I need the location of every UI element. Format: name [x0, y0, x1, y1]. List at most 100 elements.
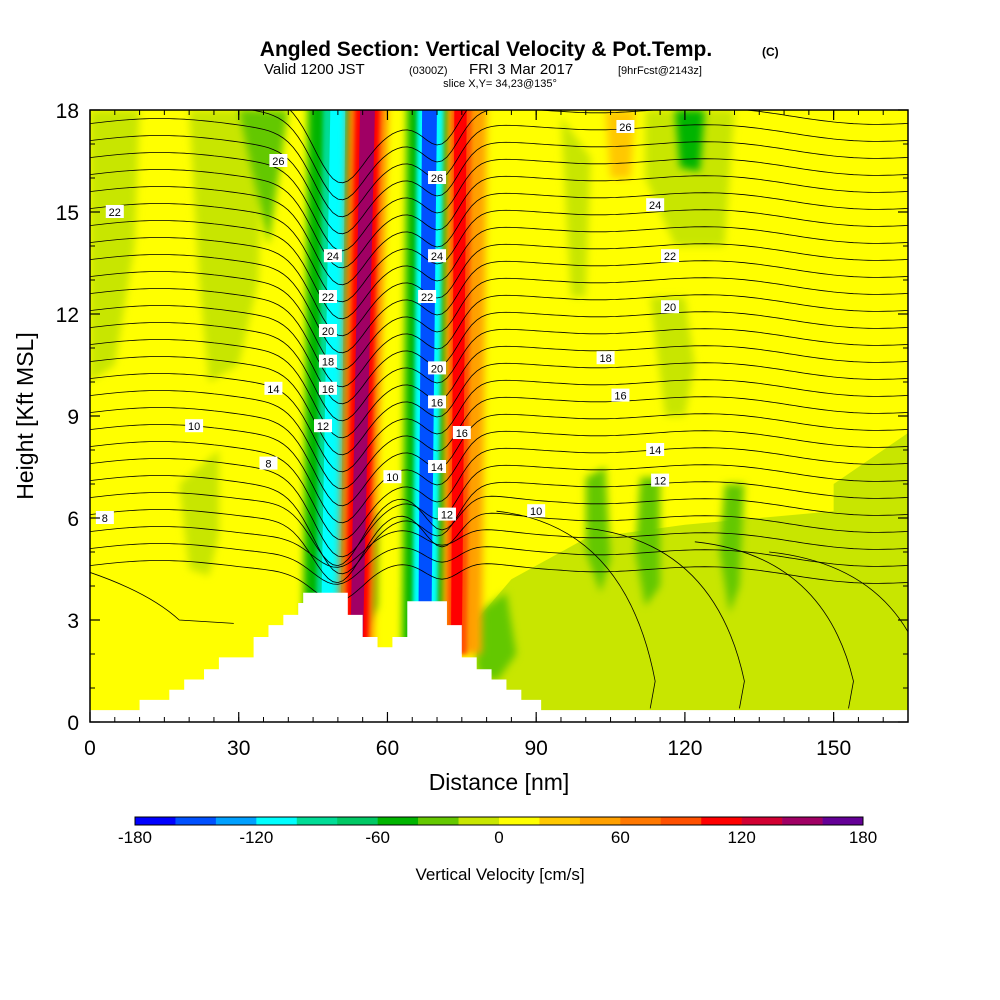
chart-subtitle: Valid 1200 JST (0300Z) FRI 3 Mar 2017 [9… — [264, 61, 702, 90]
contour-label-bg — [185, 419, 204, 433]
y-tick-label: 9 — [67, 406, 79, 429]
y-tick-label: 6 — [67, 508, 79, 531]
contour-label: 26 — [269, 154, 288, 168]
contour-label-text: 26 — [431, 173, 443, 185]
isentrope-line — [90, 135, 908, 235]
contour-label: 24 — [428, 249, 447, 263]
contour-label: 16 — [452, 426, 471, 440]
isentrope-line — [90, 271, 908, 371]
contour-label-bg — [318, 381, 337, 395]
y-tick-label: 15 — [56, 202, 79, 225]
colorbar-tick-label: -120 — [239, 828, 273, 847]
contour-label-text: 20 — [431, 363, 443, 375]
contour-label-bg — [428, 361, 447, 375]
contour-label-text: 16 — [456, 428, 468, 440]
updraft-band — [350, 110, 375, 654]
contour-label-bg — [616, 120, 635, 133]
colorbar-swatch — [579, 817, 621, 825]
contour-label-text: 18 — [322, 357, 334, 369]
subtitle-main: Valid 1200 JST — [264, 61, 365, 78]
contour-label-text: 24 — [649, 200, 661, 212]
colorbar-swatch — [256, 817, 298, 825]
isentrope-line — [90, 118, 908, 218]
field-cell — [189, 110, 264, 382]
isentrope-line — [90, 560, 908, 602]
contour-label: 12 — [314, 419, 333, 433]
contour-label-text: 22 — [322, 292, 334, 304]
contour-label-text: 24 — [431, 251, 443, 263]
contour-label: 14 — [264, 381, 283, 396]
contour-label-text: 10 — [386, 472, 398, 484]
colorbar-swatch — [499, 817, 540, 825]
contour-label-bg — [527, 504, 546, 518]
contour-label-text: 22 — [421, 292, 433, 304]
contour-label: 16 — [318, 381, 337, 396]
isentrope-line — [90, 186, 908, 286]
colorbar-frame — [134, 816, 864, 826]
contour-label: 24 — [646, 198, 665, 212]
x-tick-label: 150 — [816, 737, 851, 760]
contour-label-bg — [264, 381, 283, 395]
x-tick-label: 120 — [667, 737, 702, 760]
vertical-velocity-field — [90, 110, 908, 722]
isentrope-line — [496, 510, 656, 709]
colorbar-swatch — [782, 817, 823, 825]
contour-label: 12 — [437, 507, 456, 522]
colorbar-tick-label: 180 — [849, 828, 877, 847]
contour-label-text: 14 — [267, 384, 279, 396]
isentrope-line — [90, 424, 908, 524]
contour-label-text: 22 — [109, 207, 121, 219]
contour-label-text: 14 — [649, 445, 661, 457]
contour-label-bg — [318, 354, 337, 368]
contour-label-bg — [611, 388, 630, 402]
y-axis: 0 3 6 9 12 15 18 — [56, 100, 908, 735]
colorbar-tick-label: 0 — [494, 828, 503, 847]
contour-label: 22 — [661, 249, 680, 263]
contour-label: 10 — [185, 419, 204, 433]
chart-title: Angled Section: Vertical Velocity & Pot.… — [260, 38, 779, 61]
y-tick-label: 3 — [67, 610, 79, 633]
field-cell — [650, 297, 695, 416]
contour-label-text: 20 — [322, 326, 334, 338]
y-axis-label: Height [Kft MSL] — [12, 332, 38, 499]
contour-label-text: 14 — [431, 462, 443, 474]
isentrope-line — [585, 527, 745, 709]
isentrope-line — [90, 169, 908, 269]
isentrope-line — [90, 152, 908, 252]
colorbar-swatch — [135, 817, 176, 825]
contour-label: 20 — [428, 361, 447, 375]
contour-label-text: 26 — [619, 122, 631, 134]
contour-label: 18 — [318, 354, 337, 369]
contour-label-bg — [661, 300, 680, 314]
contour-label-bg — [661, 249, 680, 263]
subtitle-utc: (0300Z) — [409, 65, 448, 77]
colorbar-swatch — [337, 817, 378, 825]
isentrope-line — [249, 110, 908, 201]
isentrope-line — [90, 407, 908, 507]
isentrope-line — [90, 572, 234, 624]
isentrope-line — [90, 356, 908, 456]
x-tick-label: 0 — [84, 737, 96, 760]
isentrope-line — [90, 220, 908, 320]
field-sink-region — [833, 433, 908, 722]
isentrope-line — [90, 305, 908, 405]
colorbar-tick-label: 60 — [611, 828, 630, 847]
contour-label: 16 — [428, 395, 447, 409]
isentrope-line — [90, 543, 908, 585]
field-cell — [635, 477, 661, 607]
contour-label-bg — [651, 473, 670, 487]
contour-label-text: 8 — [102, 513, 108, 525]
contour-label: 24 — [323, 249, 342, 263]
contour-label: 14 — [428, 460, 447, 474]
potential-temperature-contours — [90, 110, 908, 709]
colorbar: -180 -120 -60 0 60 120 180 — [118, 816, 877, 847]
isentrope-line — [90, 475, 908, 575]
isentrope-line — [90, 254, 908, 354]
colorbar-swatch — [418, 817, 459, 825]
contour-label-bg — [259, 456, 278, 470]
terrain — [90, 592, 908, 722]
colorbar-swatch — [539, 817, 581, 825]
contour-label-bg — [95, 511, 114, 524]
isentrope-line — [694, 541, 854, 709]
